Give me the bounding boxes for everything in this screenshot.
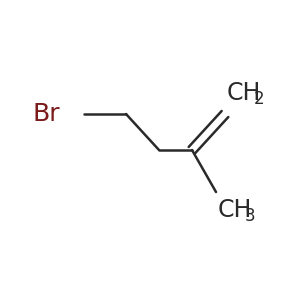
Text: 3: 3 — [244, 207, 255, 225]
Text: 2: 2 — [254, 90, 264, 108]
Text: CH: CH — [226, 81, 261, 105]
Text: Br: Br — [32, 102, 60, 126]
Text: CH: CH — [218, 198, 252, 222]
